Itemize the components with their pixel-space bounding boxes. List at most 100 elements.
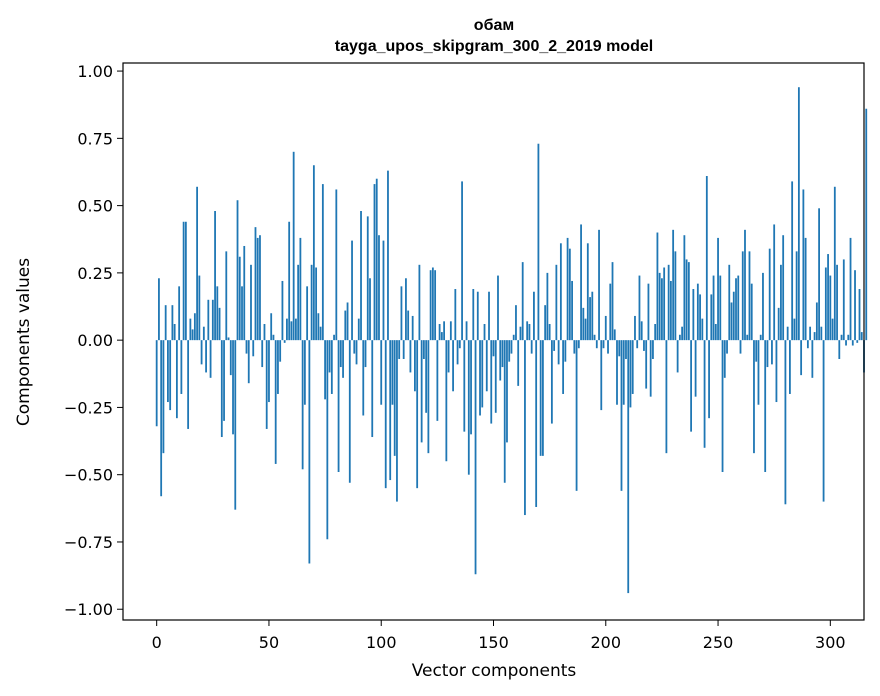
bar-0 [155, 340, 158, 427]
bar-97 [373, 184, 376, 341]
bar-8 [173, 324, 176, 341]
bar-249 [714, 324, 717, 341]
bar-160 [515, 305, 517, 341]
bar-95 [369, 278, 371, 341]
bar-289 [804, 237, 807, 341]
bar-116 [416, 340, 419, 489]
bar-205 [616, 340, 618, 405]
bar-307 [845, 340, 847, 346]
bar-198 [600, 340, 603, 411]
bar-181 [562, 340, 565, 394]
bar-57 [283, 340, 286, 343]
bar-115 [414, 340, 416, 392]
y-tick-label: 0.75 [77, 129, 113, 148]
bar-104 [389, 340, 392, 481]
bar-239 [692, 289, 695, 341]
bar-96 [371, 340, 374, 438]
bar-231 [674, 251, 677, 341]
bar-21 [202, 326, 205, 341]
bar-88 [353, 340, 356, 354]
bar-103 [387, 170, 389, 341]
bar-214 [636, 340, 639, 349]
bar-37 [238, 256, 241, 341]
bar-149 [490, 340, 493, 424]
bar-126 [438, 324, 441, 341]
y-axis-label: Components values [14, 258, 34, 426]
bar-288 [802, 189, 805, 341]
bar-292 [811, 340, 814, 378]
bar-270 [762, 272, 764, 341]
bar-290 [806, 340, 809, 349]
bar-62 [295, 318, 297, 341]
bar-48 [263, 324, 266, 341]
bar-264 [748, 251, 751, 341]
bar-83 [342, 340, 344, 378]
bar-19 [198, 275, 201, 341]
bar-247 [710, 294, 713, 341]
bar-206 [618, 340, 621, 357]
bar-213 [634, 315, 636, 341]
bar-293 [813, 332, 816, 341]
bar-207 [620, 340, 623, 491]
bar-5 [167, 340, 169, 403]
bar-156 [506, 340, 508, 443]
bar-287 [800, 340, 803, 376]
bar-254 [726, 340, 728, 354]
bar-12 [182, 221, 185, 341]
bar-191 [584, 318, 587, 341]
bar-141 [472, 289, 475, 341]
bar-127 [440, 332, 443, 341]
bar-40 [245, 340, 248, 354]
bar-311 [854, 270, 856, 341]
bar-170 [537, 143, 540, 341]
bar-279 [782, 235, 785, 341]
bar-196 [595, 340, 598, 349]
bar-131 [449, 321, 452, 341]
bar-240 [694, 340, 697, 397]
bar-94 [366, 216, 369, 341]
bar-51 [270, 313, 273, 341]
bar-275 [773, 224, 776, 341]
bar-54 [277, 340, 279, 394]
bar-204 [613, 329, 616, 341]
bar-107 [396, 340, 398, 502]
bar-128 [443, 321, 445, 341]
bar-296 [820, 326, 823, 341]
bar-266 [753, 340, 755, 454]
x-tick-label: 50 [259, 633, 279, 652]
bar-77 [328, 340, 331, 373]
bar-34 [232, 340, 234, 435]
bar-134 [456, 340, 459, 365]
y-ticks: 1.00 0.75 0.50 0.25 0.00 −0.25 −0.50 −0.75 −1.00 [64, 62, 123, 619]
bar-7 [171, 305, 174, 341]
bar-284 [793, 318, 796, 341]
bar-184 [568, 248, 571, 341]
bar-72 [317, 313, 320, 341]
bar-47 [261, 340, 264, 368]
bar-262 [744, 229, 746, 341]
bar-291 [809, 326, 812, 341]
bars-group [155, 87, 868, 594]
bar-123 [431, 267, 434, 341]
bar-45 [256, 237, 259, 341]
bar-310 [851, 340, 854, 346]
bar-140 [470, 340, 472, 435]
bar-30 [223, 340, 225, 421]
bar-16 [191, 329, 194, 341]
bar-193 [589, 297, 591, 341]
y-tick-label: −0.50 [64, 466, 113, 485]
bar-187 [575, 340, 578, 491]
bar-189 [580, 224, 582, 341]
bar-271 [764, 340, 767, 472]
y-tick-label: 1.00 [77, 62, 113, 81]
bar-222 [654, 324, 657, 341]
y-tick-label: −0.75 [64, 533, 113, 552]
bar-277 [777, 307, 780, 341]
bar-132 [452, 340, 454, 392]
bar-258 [735, 278, 737, 341]
bar-154 [501, 340, 504, 368]
bar-190 [582, 307, 585, 341]
x-tick-label: 150 [478, 633, 509, 652]
bar-4 [164, 305, 167, 341]
bar-44 [254, 227, 257, 341]
